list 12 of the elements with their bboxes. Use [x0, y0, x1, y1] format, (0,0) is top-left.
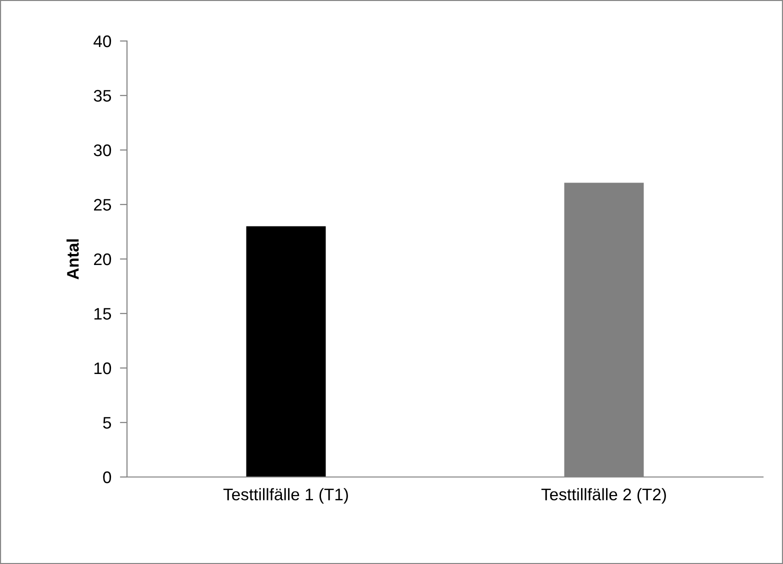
y-axis-title: Antal [66, 239, 79, 280]
y-tick-label: 5 [103, 417, 112, 429]
y-tick-label: 0 [103, 471, 112, 484]
x-tick-label: Testtillfälle 1 (T1) [223, 488, 348, 504]
y-tick-label: 40 [94, 35, 112, 48]
y-tick-label: 30 [94, 144, 112, 156]
y-tick-label: 25 [94, 198, 112, 211]
y-tick-label: 15 [94, 308, 112, 320]
y-tick-label: 10 [94, 362, 112, 374]
y-tick-label: 20 [94, 253, 112, 266]
y-tick-label: 35 [94, 90, 112, 102]
x-tick-label: Testtillfälle 2 (T2) [541, 488, 666, 504]
